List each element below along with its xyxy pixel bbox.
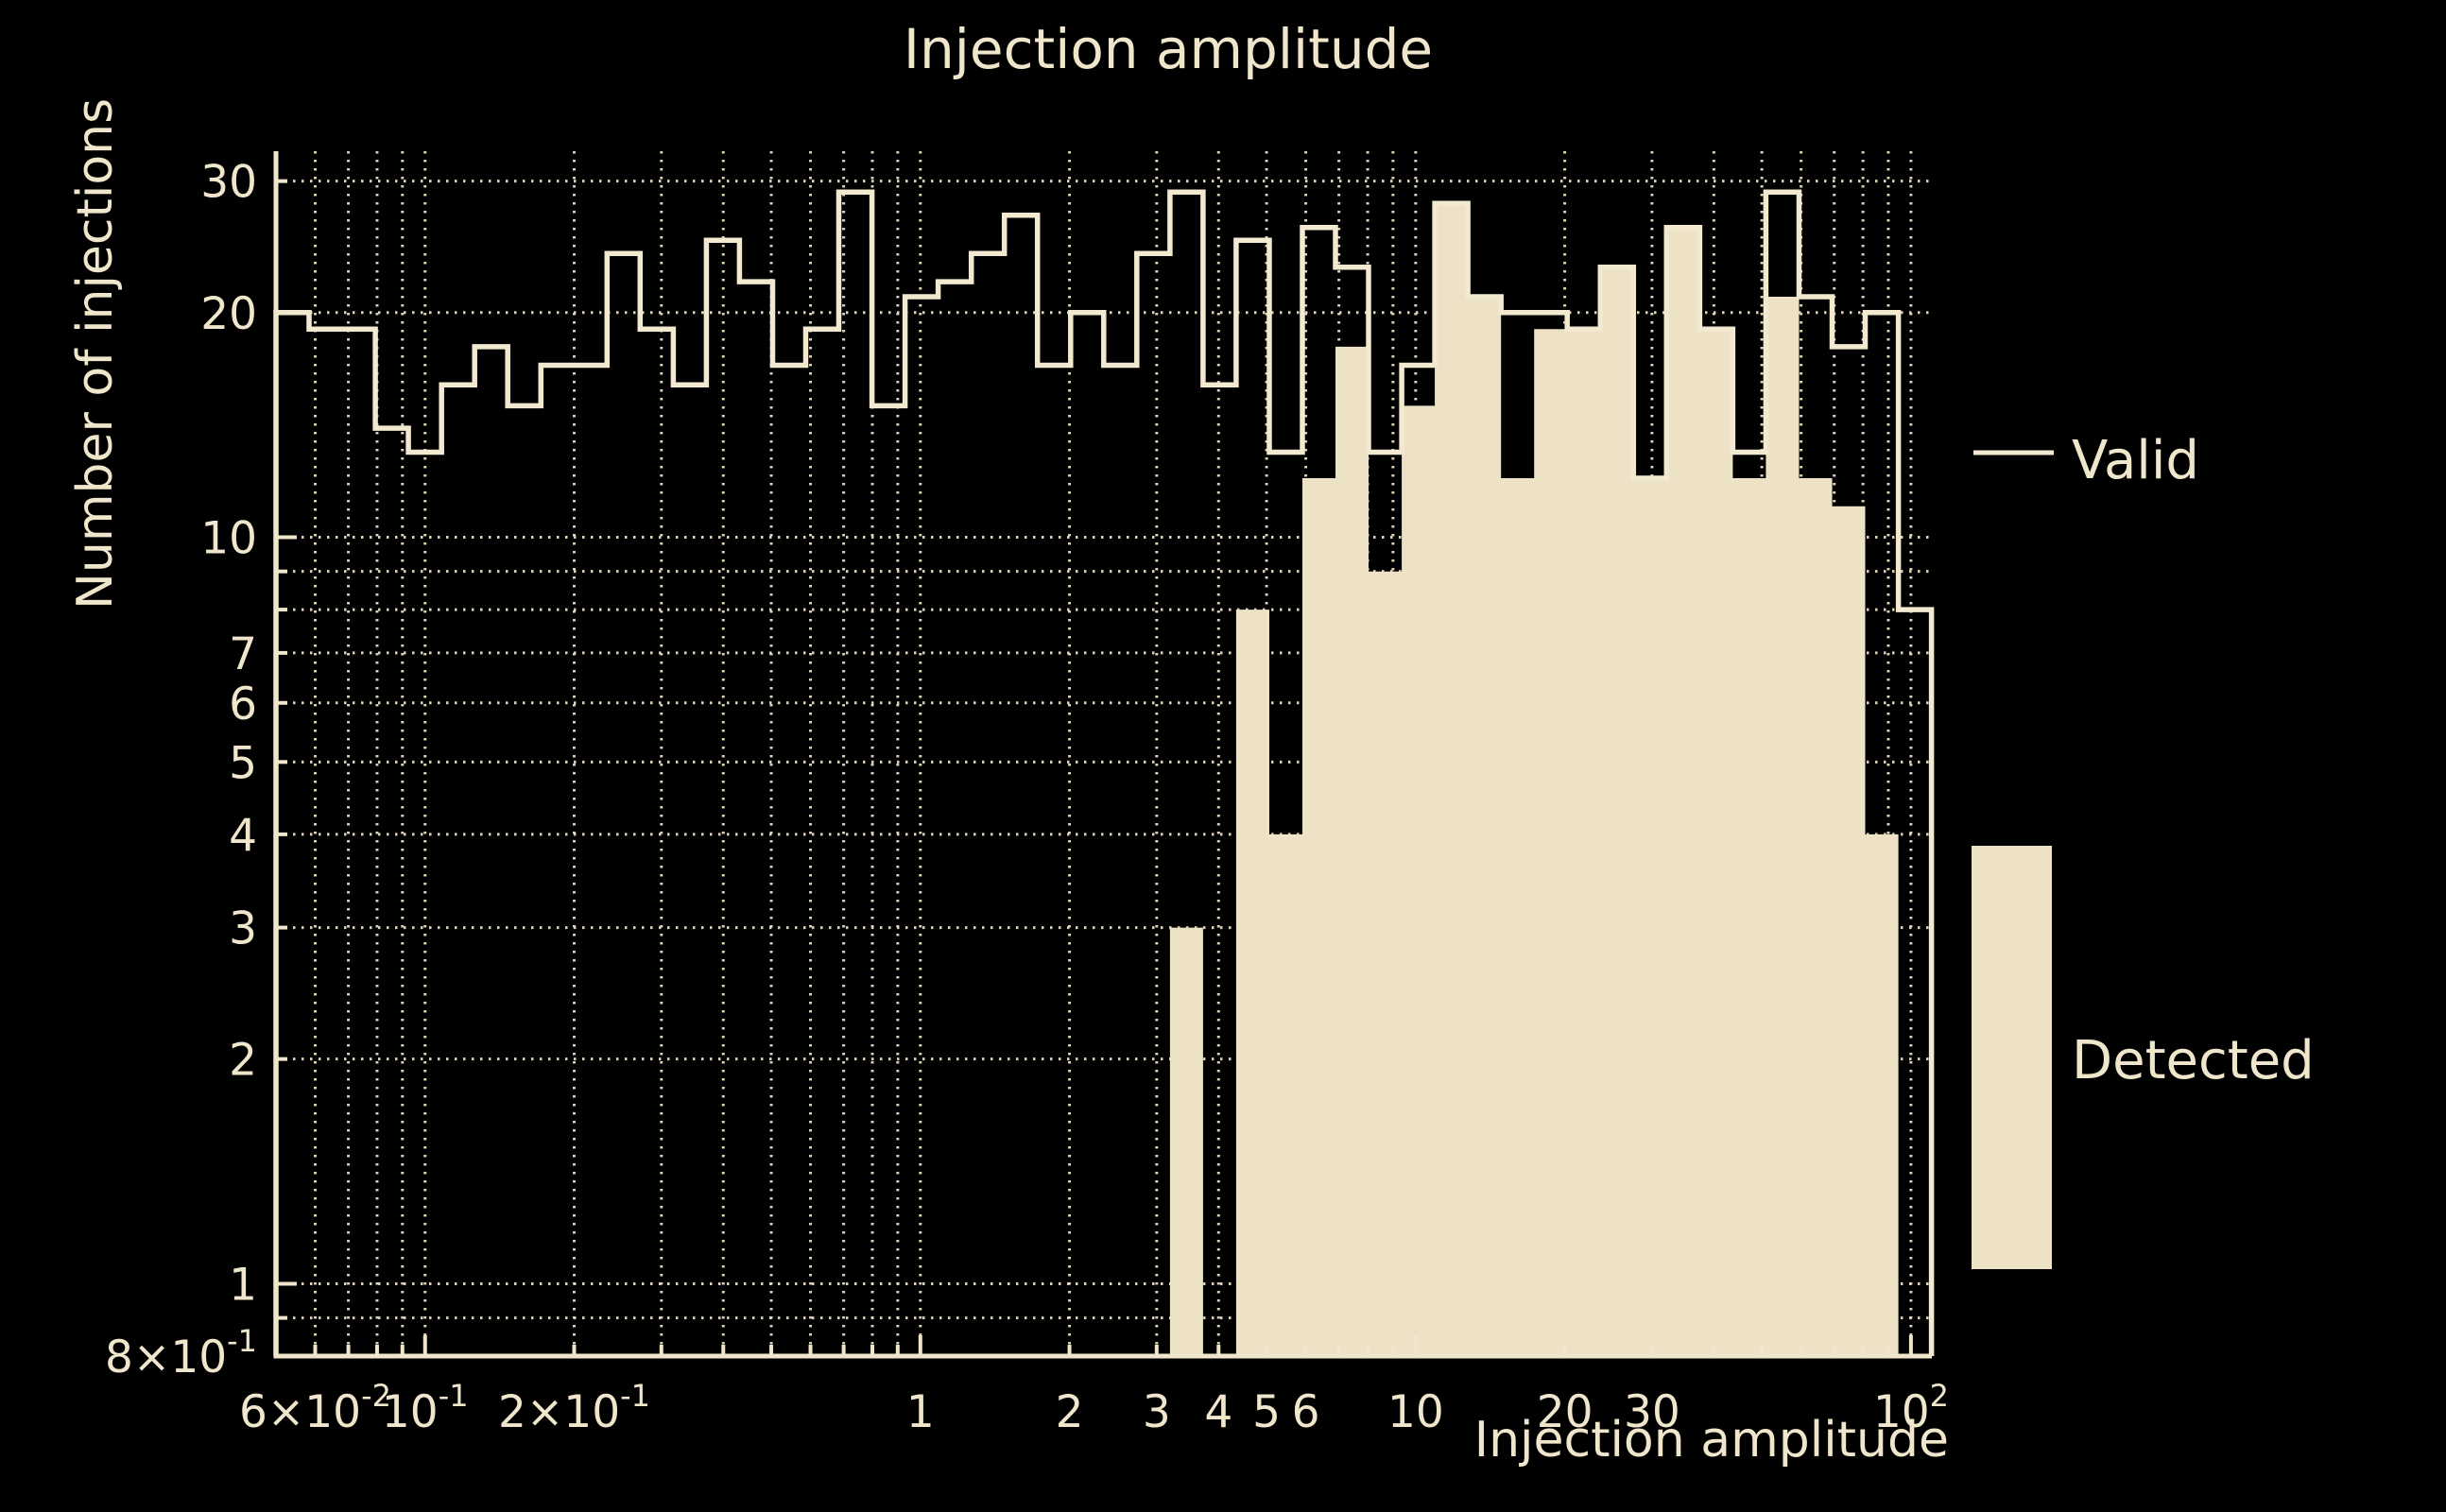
x-tick-label: 20 [1537,1386,1593,1438]
x-tick-label: 10 [1387,1386,1444,1438]
legend-detected-label: Detected [2072,1030,2315,1091]
x-tick-label: 4 [1204,1386,1232,1438]
valid-step-path [273,189,1935,1356]
y-tick-label: 6 [229,679,257,730]
y-tick-label: 10 [200,513,257,565]
detected-fill-series [1169,203,1899,1356]
valid-step-series [273,189,1935,1356]
x-tick-label: 30 [1624,1386,1680,1438]
x-tick-label: 5 [1252,1386,1281,1438]
tick-marks [276,179,1913,1358]
y-tick-label: 20 [200,288,257,340]
page-title: Injection amplitude [904,17,1433,81]
x-tick-label: 2×10-1 [498,1378,650,1438]
y-tick-label: 1 [229,1259,257,1311]
y-tick-label: 7 [229,628,257,680]
y-tick-label: 5 [229,737,257,789]
x-axis-label: Injection amplitude [1474,1412,1949,1469]
y-tick-label: 2 [229,1035,257,1087]
y-tick-label: 4 [229,810,257,862]
y-tick-label: 30 [200,157,257,209]
y-tick-label: 3 [229,903,257,955]
x-tick-label: 2 [1056,1386,1084,1438]
x-tick-label: 10-1 [382,1378,469,1438]
x-tick-label: 102 [1873,1378,1949,1438]
axes-spines [273,151,1932,1359]
legend: Valid Detected [1972,430,2315,1269]
detected-fill-path [1235,203,1899,1356]
x-tick-label: 6×10-2 [239,1378,391,1438]
legend-valid-label: Valid [2072,430,2199,491]
x-tick-label: 6 [1292,1386,1320,1438]
x-tick-label: 3 [1143,1386,1171,1438]
tick-labels: 6×10-210-1 2×10-1 1 2 3 4 5 6 10 20 30 102302010765… [105,157,1949,1438]
y-axis-label: Number of injections [67,98,124,610]
y-tick-label: 8×10-1 [105,1323,257,1383]
x-tick-label: 1 [906,1386,935,1438]
legend-detected-box-swatch [1972,846,2052,1269]
detected-fill-path [1169,927,1203,1356]
